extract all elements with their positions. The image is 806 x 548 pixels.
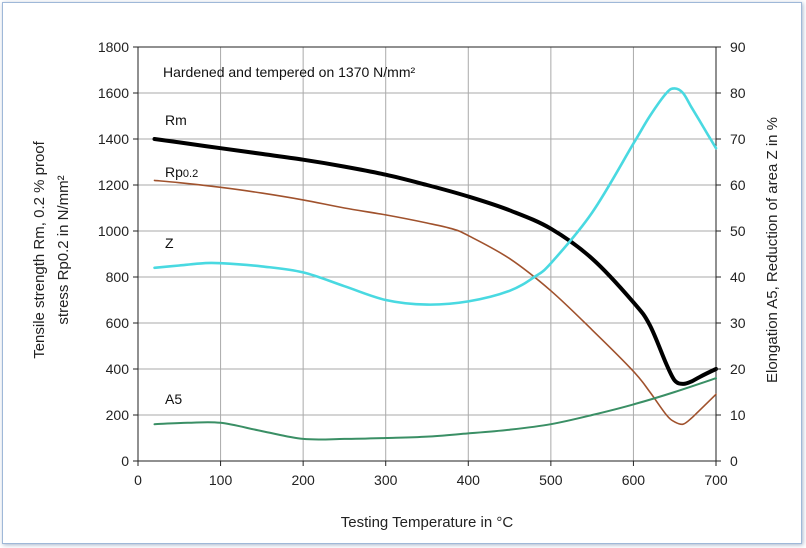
y-left-axis-title-line1: Tensile strength Rm, 0.2 % proof [31, 140, 48, 358]
y-left-tick-label: 400 [106, 361, 130, 377]
y-right-tick-label: 0 [730, 453, 738, 469]
grid [138, 47, 716, 461]
y-right-tick-label: 40 [730, 269, 746, 285]
y-left-tick-label: 1200 [98, 177, 129, 193]
y-right-tick-label: 50 [730, 223, 746, 239]
x-tick-label: 400 [457, 472, 481, 488]
y-left-tick-label: 1600 [98, 85, 129, 101]
x-tick-label: 300 [374, 472, 398, 488]
x-tick-label: 700 [704, 472, 728, 488]
series-label-rm: Rm [165, 112, 187, 128]
y-right-tick-label: 90 [730, 39, 746, 55]
y-right-tick-label: 20 [730, 361, 746, 377]
y-left-tick-label: 600 [106, 315, 130, 331]
series-line-rp02 [153, 179, 717, 426]
x-tick-label: 200 [291, 472, 315, 488]
series-label-z: Z [165, 235, 174, 251]
y-left-tick-label: 1000 [98, 223, 129, 239]
series-line-z [153, 87, 718, 306]
x-tick-label: 500 [539, 472, 563, 488]
series-layer [152, 87, 718, 441]
y-right-tick-label: 30 [730, 315, 746, 331]
x-tick-label: 600 [622, 472, 646, 488]
y-right-axis-title: Elongation A5, Reduction of area Z in % [764, 117, 781, 383]
x-axis-title: Testing Temperature in °C [341, 514, 514, 531]
y-right-tick-label: 10 [730, 407, 746, 423]
series-label-rp-sub: 0.2 [183, 168, 198, 180]
annotation: Hardened and tempered on 1370 N/mm² [163, 64, 415, 80]
plot-border [137, 46, 717, 462]
tick-labels: 0 100 200 300 400 500 600 700020040060080010001… [98, 39, 746, 488]
series-label-a5: A5 [165, 391, 182, 407]
y-left-axis-title-line2: stress Rp0.2 in N/mm² [55, 175, 72, 324]
series-label-rp-main: Rp [165, 164, 183, 180]
series-line-a5 [153, 377, 717, 441]
x-tick-label: 100 [209, 472, 233, 488]
series-line-rm [152, 137, 718, 386]
y-left-tick-label: 800 [106, 269, 130, 285]
y-right-tick-label: 80 [730, 85, 746, 101]
series-label-rp: Rp0.2 [165, 164, 198, 180]
y-right-tick-label: 70 [730, 131, 746, 147]
y-left-tick-label: 0 [121, 453, 129, 469]
y-left-tick-label: 200 [106, 407, 130, 423]
y-right-tick-label: 60 [730, 177, 746, 193]
x-tick-label: 0 [134, 472, 142, 488]
y-left-tick-label: 1400 [98, 131, 129, 147]
y-left-tick-label: 1800 [98, 39, 129, 55]
